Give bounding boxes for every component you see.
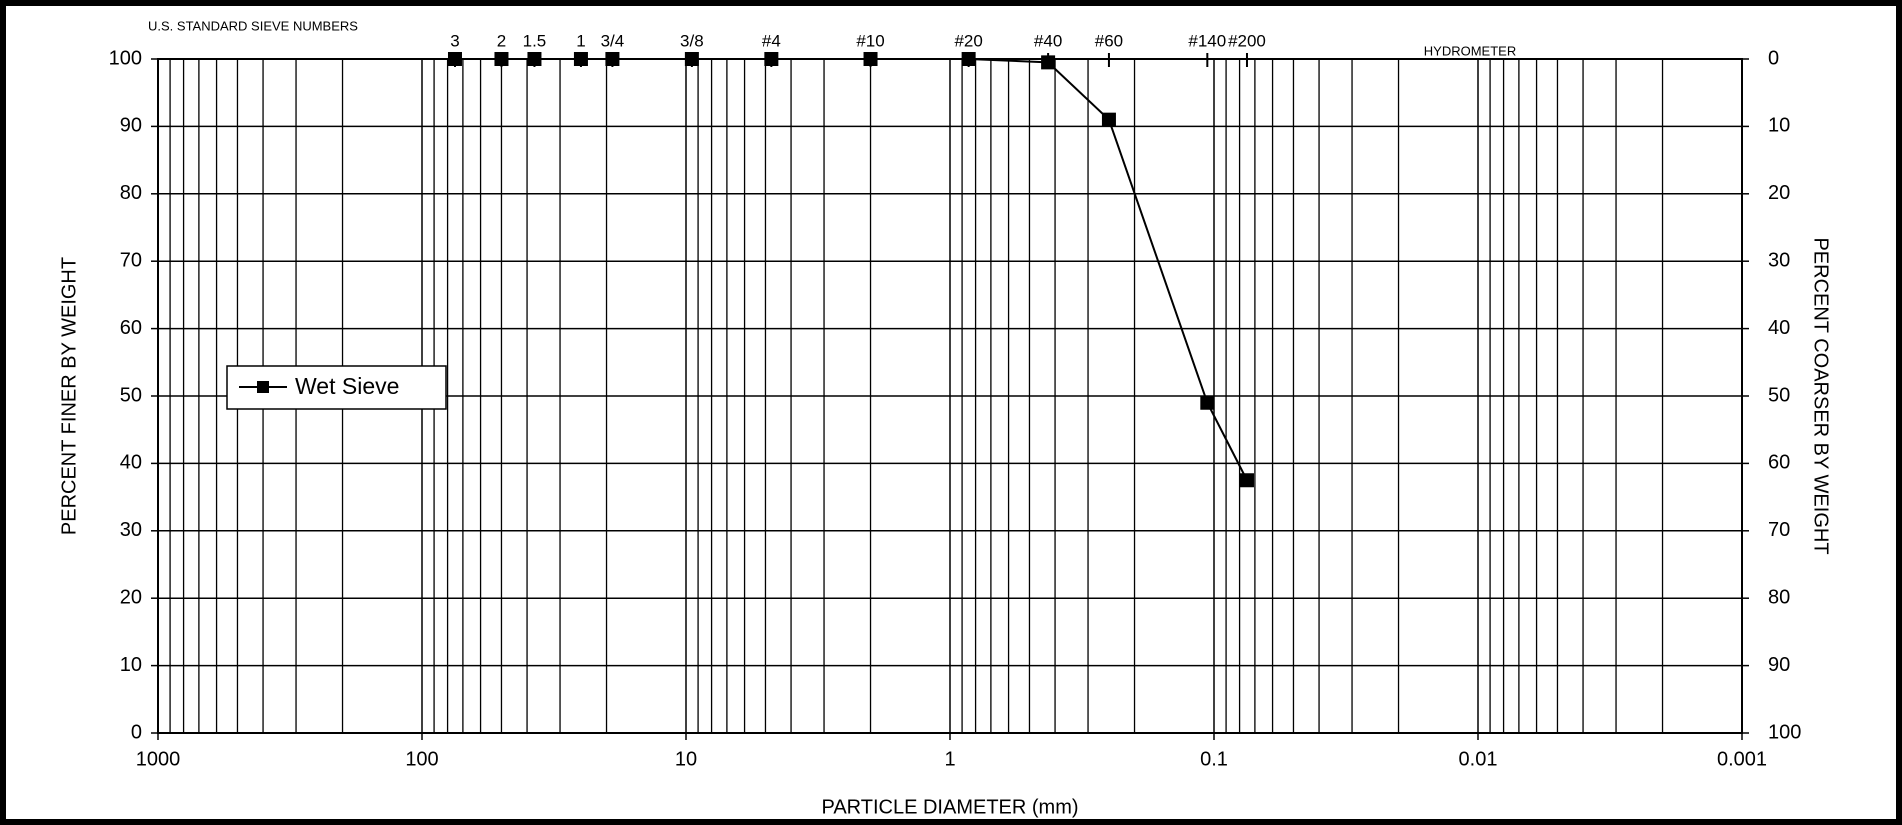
y-tick-label: 0 xyxy=(131,721,142,743)
x-tick-label: 100 xyxy=(405,748,438,770)
y2-tick-label: 90 xyxy=(1768,654,1790,676)
sieve-label: 1 xyxy=(576,31,585,50)
y2-tick-label: 30 xyxy=(1768,249,1790,271)
y2-tick-label: 20 xyxy=(1768,182,1790,204)
marker xyxy=(764,52,779,66)
legend-marker xyxy=(257,381,269,393)
y-tick-label: 30 xyxy=(120,519,142,541)
hydrometer-label: HYDROMETER xyxy=(1424,43,1516,58)
y2-tick-label: 100 xyxy=(1768,721,1801,743)
sieve-label: 3/4 xyxy=(601,31,625,50)
y2-tick-label: 70 xyxy=(1768,519,1790,541)
sieve-label: #200 xyxy=(1228,31,1266,50)
y-tick-label: 70 xyxy=(120,249,142,271)
sieve-label: 3/8 xyxy=(680,31,704,50)
y-tick-label: 50 xyxy=(120,384,142,406)
y2-tick-label: 10 xyxy=(1768,115,1790,137)
x-tick-label: 0.1 xyxy=(1200,748,1228,770)
sieve-label: #10 xyxy=(856,31,884,50)
x-tick-label: 10 xyxy=(675,748,697,770)
marker xyxy=(863,52,878,66)
sieve-label: 3 xyxy=(450,31,459,50)
marker xyxy=(494,52,509,66)
sieve-label: #20 xyxy=(954,31,982,50)
marker xyxy=(684,52,699,66)
x-tick-label: 1000 xyxy=(136,748,181,770)
marker xyxy=(527,52,542,66)
y-tick-label: 10 xyxy=(120,654,142,676)
y2-tick-label: 40 xyxy=(1768,317,1790,339)
y-tick-label: 60 xyxy=(120,317,142,339)
marker xyxy=(1041,55,1056,70)
sieve-label: #40 xyxy=(1034,31,1062,50)
sieve-label: 1.5 xyxy=(523,31,547,50)
y2-tick-label: 50 xyxy=(1768,384,1790,406)
x-tick-label: 1 xyxy=(944,748,955,770)
marker xyxy=(961,52,976,66)
marker xyxy=(1101,112,1116,127)
sieve-label: #4 xyxy=(762,31,781,50)
y-tick-label: 80 xyxy=(120,182,142,204)
marker xyxy=(447,52,462,66)
y-tick-label: 100 xyxy=(109,47,142,69)
legend-label: Wet Sieve xyxy=(295,373,399,399)
y-axis-title: PERCENT FINER BY WEIGHT xyxy=(58,257,80,535)
legend: Wet Sieve xyxy=(226,365,447,410)
marker xyxy=(605,52,620,66)
y2-tick-label: 60 xyxy=(1768,452,1790,474)
y-tick-label: 20 xyxy=(120,586,142,608)
marker xyxy=(1200,395,1215,410)
y2-axis-title: PERCENT COARSER BY WEIGHT xyxy=(1810,237,1832,554)
y-tick-label: 40 xyxy=(120,452,142,474)
y-tick-label: 90 xyxy=(120,115,142,137)
marker xyxy=(573,52,588,66)
sieve-header: U.S. STANDARD SIEVE NUMBERS xyxy=(148,18,358,33)
sieve-label: #60 xyxy=(1095,31,1123,50)
y2-tick-label: 0 xyxy=(1768,47,1779,69)
marker xyxy=(1239,473,1254,488)
x-tick-label: 0.01 xyxy=(1459,748,1498,770)
y2-tick-label: 80 xyxy=(1768,586,1790,608)
sieve-label: #140 xyxy=(1188,31,1226,50)
x-tick-label: 0.001 xyxy=(1717,748,1767,770)
sieve-label: 2 xyxy=(497,31,506,50)
x-axis-title: PARTICLE DIAMETER (mm) xyxy=(821,796,1078,818)
